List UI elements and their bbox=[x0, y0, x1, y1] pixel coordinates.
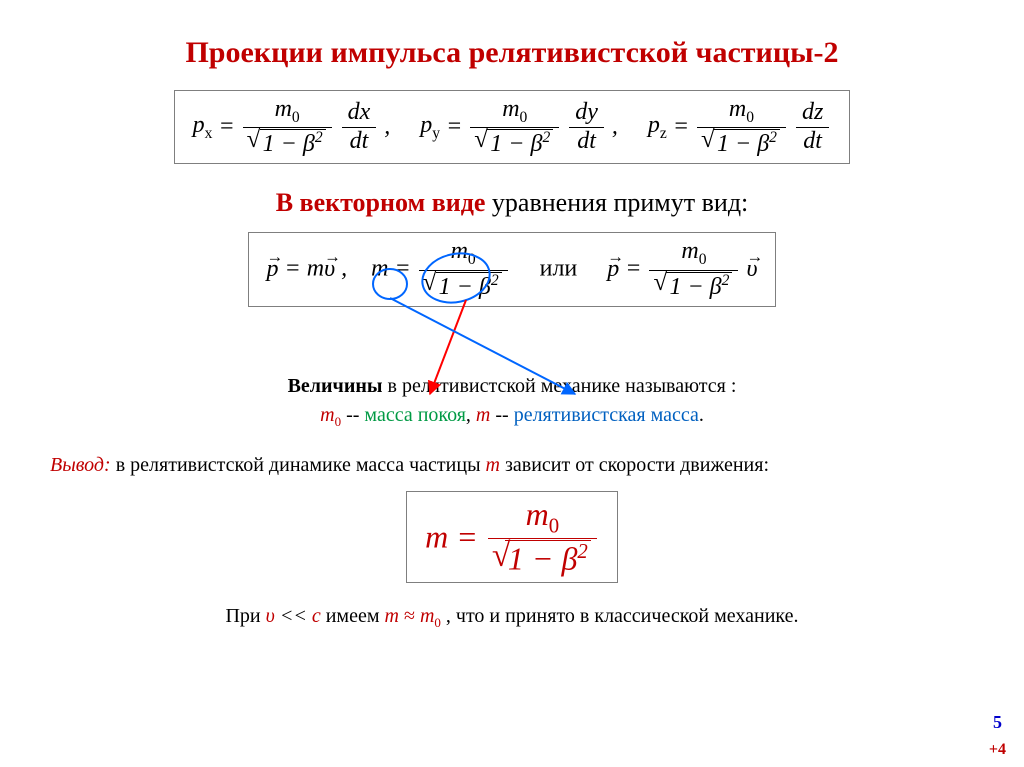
mass-formula: m = m0 √1 − β2 bbox=[0, 491, 1024, 583]
equation-box: px = m0 √1 − β2 dx dt , py = m0 √1 − β2 … bbox=[174, 90, 851, 164]
vyvod-label: Вывод: bbox=[50, 454, 111, 476]
equation-box: m = m0 √1 − β2 bbox=[406, 491, 618, 583]
frac-m0-gamma-z: m0 √1 − β2 bbox=[697, 97, 786, 157]
classical-a: При bbox=[225, 605, 265, 627]
vector-form-red: В векторном виде bbox=[276, 188, 486, 217]
or-text: или bbox=[540, 256, 578, 282]
frac-dxdt: dx dt bbox=[342, 100, 377, 153]
much-less: << bbox=[275, 605, 312, 627]
pz-symbol: pz bbox=[648, 112, 667, 138]
frac-m0-gamma: m0 √1 − β2 bbox=[419, 239, 508, 299]
sep: -- bbox=[490, 404, 513, 426]
classical-b: имеем bbox=[321, 605, 385, 627]
vyvod-text-b: зависит от скорости движения: bbox=[500, 454, 769, 476]
momentum-components-box: px = m0 √1 − β2 dx dt , py = m0 √1 − β2 … bbox=[0, 90, 1024, 164]
rel-mass-label: релятивистская масса bbox=[514, 404, 699, 426]
eq-sign: = bbox=[394, 256, 416, 282]
vector-equation-row: →p = m→υ , m = m0 √1 − β2 или →p = m0 √1… bbox=[0, 232, 1024, 306]
v-vector: →υ bbox=[324, 256, 335, 283]
equation-box: →p = m→υ , m = m0 √1 − β2 или →p = m0 √1… bbox=[248, 232, 777, 306]
eq-sign: = bbox=[673, 114, 695, 140]
eq-sign: = bbox=[456, 518, 486, 554]
v-vector: →υ bbox=[746, 256, 757, 283]
frac-m0-gamma-x: m0 √1 − β2 bbox=[243, 97, 332, 157]
vector-form-intro: В векторном виде уравнения примут вид: bbox=[0, 188, 1024, 218]
sep: -- bbox=[341, 404, 364, 426]
frac-m0-gamma-big: m0 √1 − β2 bbox=[488, 498, 597, 576]
plus4-label: +4 bbox=[989, 741, 1006, 759]
eq-sign: = bbox=[625, 256, 647, 282]
px-symbol: px bbox=[193, 112, 213, 138]
c-symbol: c bbox=[312, 605, 321, 627]
conclusion-line: Вывод: в релятивистской динамике масса ч… bbox=[0, 454, 1024, 477]
frac-dzdt: dz dt bbox=[796, 100, 829, 153]
p-vector: →p bbox=[267, 256, 279, 283]
comma: , bbox=[341, 256, 347, 282]
py-symbol: py bbox=[420, 112, 440, 138]
page-number: 5 bbox=[993, 712, 1002, 733]
m-symbol: m bbox=[425, 518, 448, 554]
m0-symbol: m0 bbox=[420, 605, 441, 627]
quantities-tail: в релятивистской механике называются : bbox=[383, 375, 737, 397]
comma: , bbox=[612, 114, 618, 140]
vector-form-tail: уравнения примут вид: bbox=[485, 188, 748, 217]
m-symbol: m bbox=[371, 256, 388, 282]
m-symbol: m bbox=[385, 605, 399, 627]
frac-m0-gamma: m0 √1 − β2 bbox=[649, 239, 738, 299]
comma: , bbox=[466, 404, 476, 426]
page-title: Проекции импульса релятивистской частицы… bbox=[0, 0, 1024, 70]
eq-sign: = bbox=[218, 114, 240, 140]
m-symbol: m bbox=[476, 404, 490, 426]
dot: . bbox=[699, 404, 704, 426]
comma: , bbox=[384, 114, 390, 140]
rest-mass-label: масса покоя bbox=[364, 404, 466, 426]
eq-sign: = bbox=[285, 256, 307, 282]
classical-tail: , что и принято в классической механике. bbox=[441, 605, 799, 627]
m0-symbol: m0 bbox=[320, 404, 341, 426]
approx-sign: ≈ bbox=[399, 605, 420, 627]
eq-sign: = bbox=[446, 114, 468, 140]
quantities-bold: Величины bbox=[288, 375, 383, 397]
classical-limit: При υ << c имеем m ≈ m0 , что и принято … bbox=[0, 605, 1024, 631]
frac-m0-gamma-y: m0 √1 − β2 bbox=[470, 97, 559, 157]
p-vector: →p bbox=[607, 256, 619, 283]
v-symbol: υ bbox=[266, 605, 275, 627]
mass-definitions: m0 -- масса покоя, m -- релятивистская м… bbox=[0, 404, 1024, 430]
quantities-line: Величины в релятивистской механике назыв… bbox=[0, 375, 1024, 398]
vyvod-text-a: в релятивистской динамике масса частицы bbox=[111, 454, 486, 476]
m-symbol: m bbox=[486, 454, 500, 476]
frac-dydt: dy dt bbox=[569, 100, 604, 153]
m-symbol: m bbox=[307, 256, 324, 282]
slide: Проекции импульса релятивистской частицы… bbox=[0, 0, 1024, 767]
